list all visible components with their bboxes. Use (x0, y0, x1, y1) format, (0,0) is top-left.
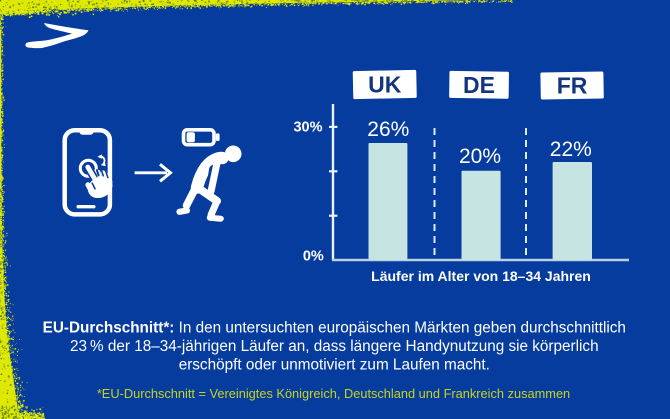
svg-text:erschöpft oder unmotiviert zum: erschöpft oder unmotiviert zum Laufen ma… (179, 357, 490, 374)
svg-text:22%: 22% (550, 138, 592, 161)
svg-text:0%: 0% (303, 249, 324, 265)
svg-text:DE: DE (463, 72, 495, 98)
svg-text:Läufer im Alter von 18–34 Jahr: Läufer im Alter von 18–34 Jahren (371, 268, 591, 284)
svg-text:20%: 20% (459, 145, 501, 168)
svg-text:UK: UK (368, 72, 402, 98)
svg-text:26%: 26% (367, 118, 409, 141)
svg-text:EU-Durchschnitt*: In den unter: EU-Durchschnitt*: In den untersuchten eu… (43, 320, 626, 337)
svg-text:FR: FR (557, 73, 588, 99)
svg-text:*EU-Durchschnitt = Vereinigtes: *EU-Durchschnitt = Vereinigtes Königreic… (97, 386, 570, 401)
svg-text:30%: 30% (293, 120, 322, 136)
svg-text:23 % der 18–34-jährigen Läufer: 23 % der 18–34-jährigen Läufer an, dass … (70, 338, 599, 355)
